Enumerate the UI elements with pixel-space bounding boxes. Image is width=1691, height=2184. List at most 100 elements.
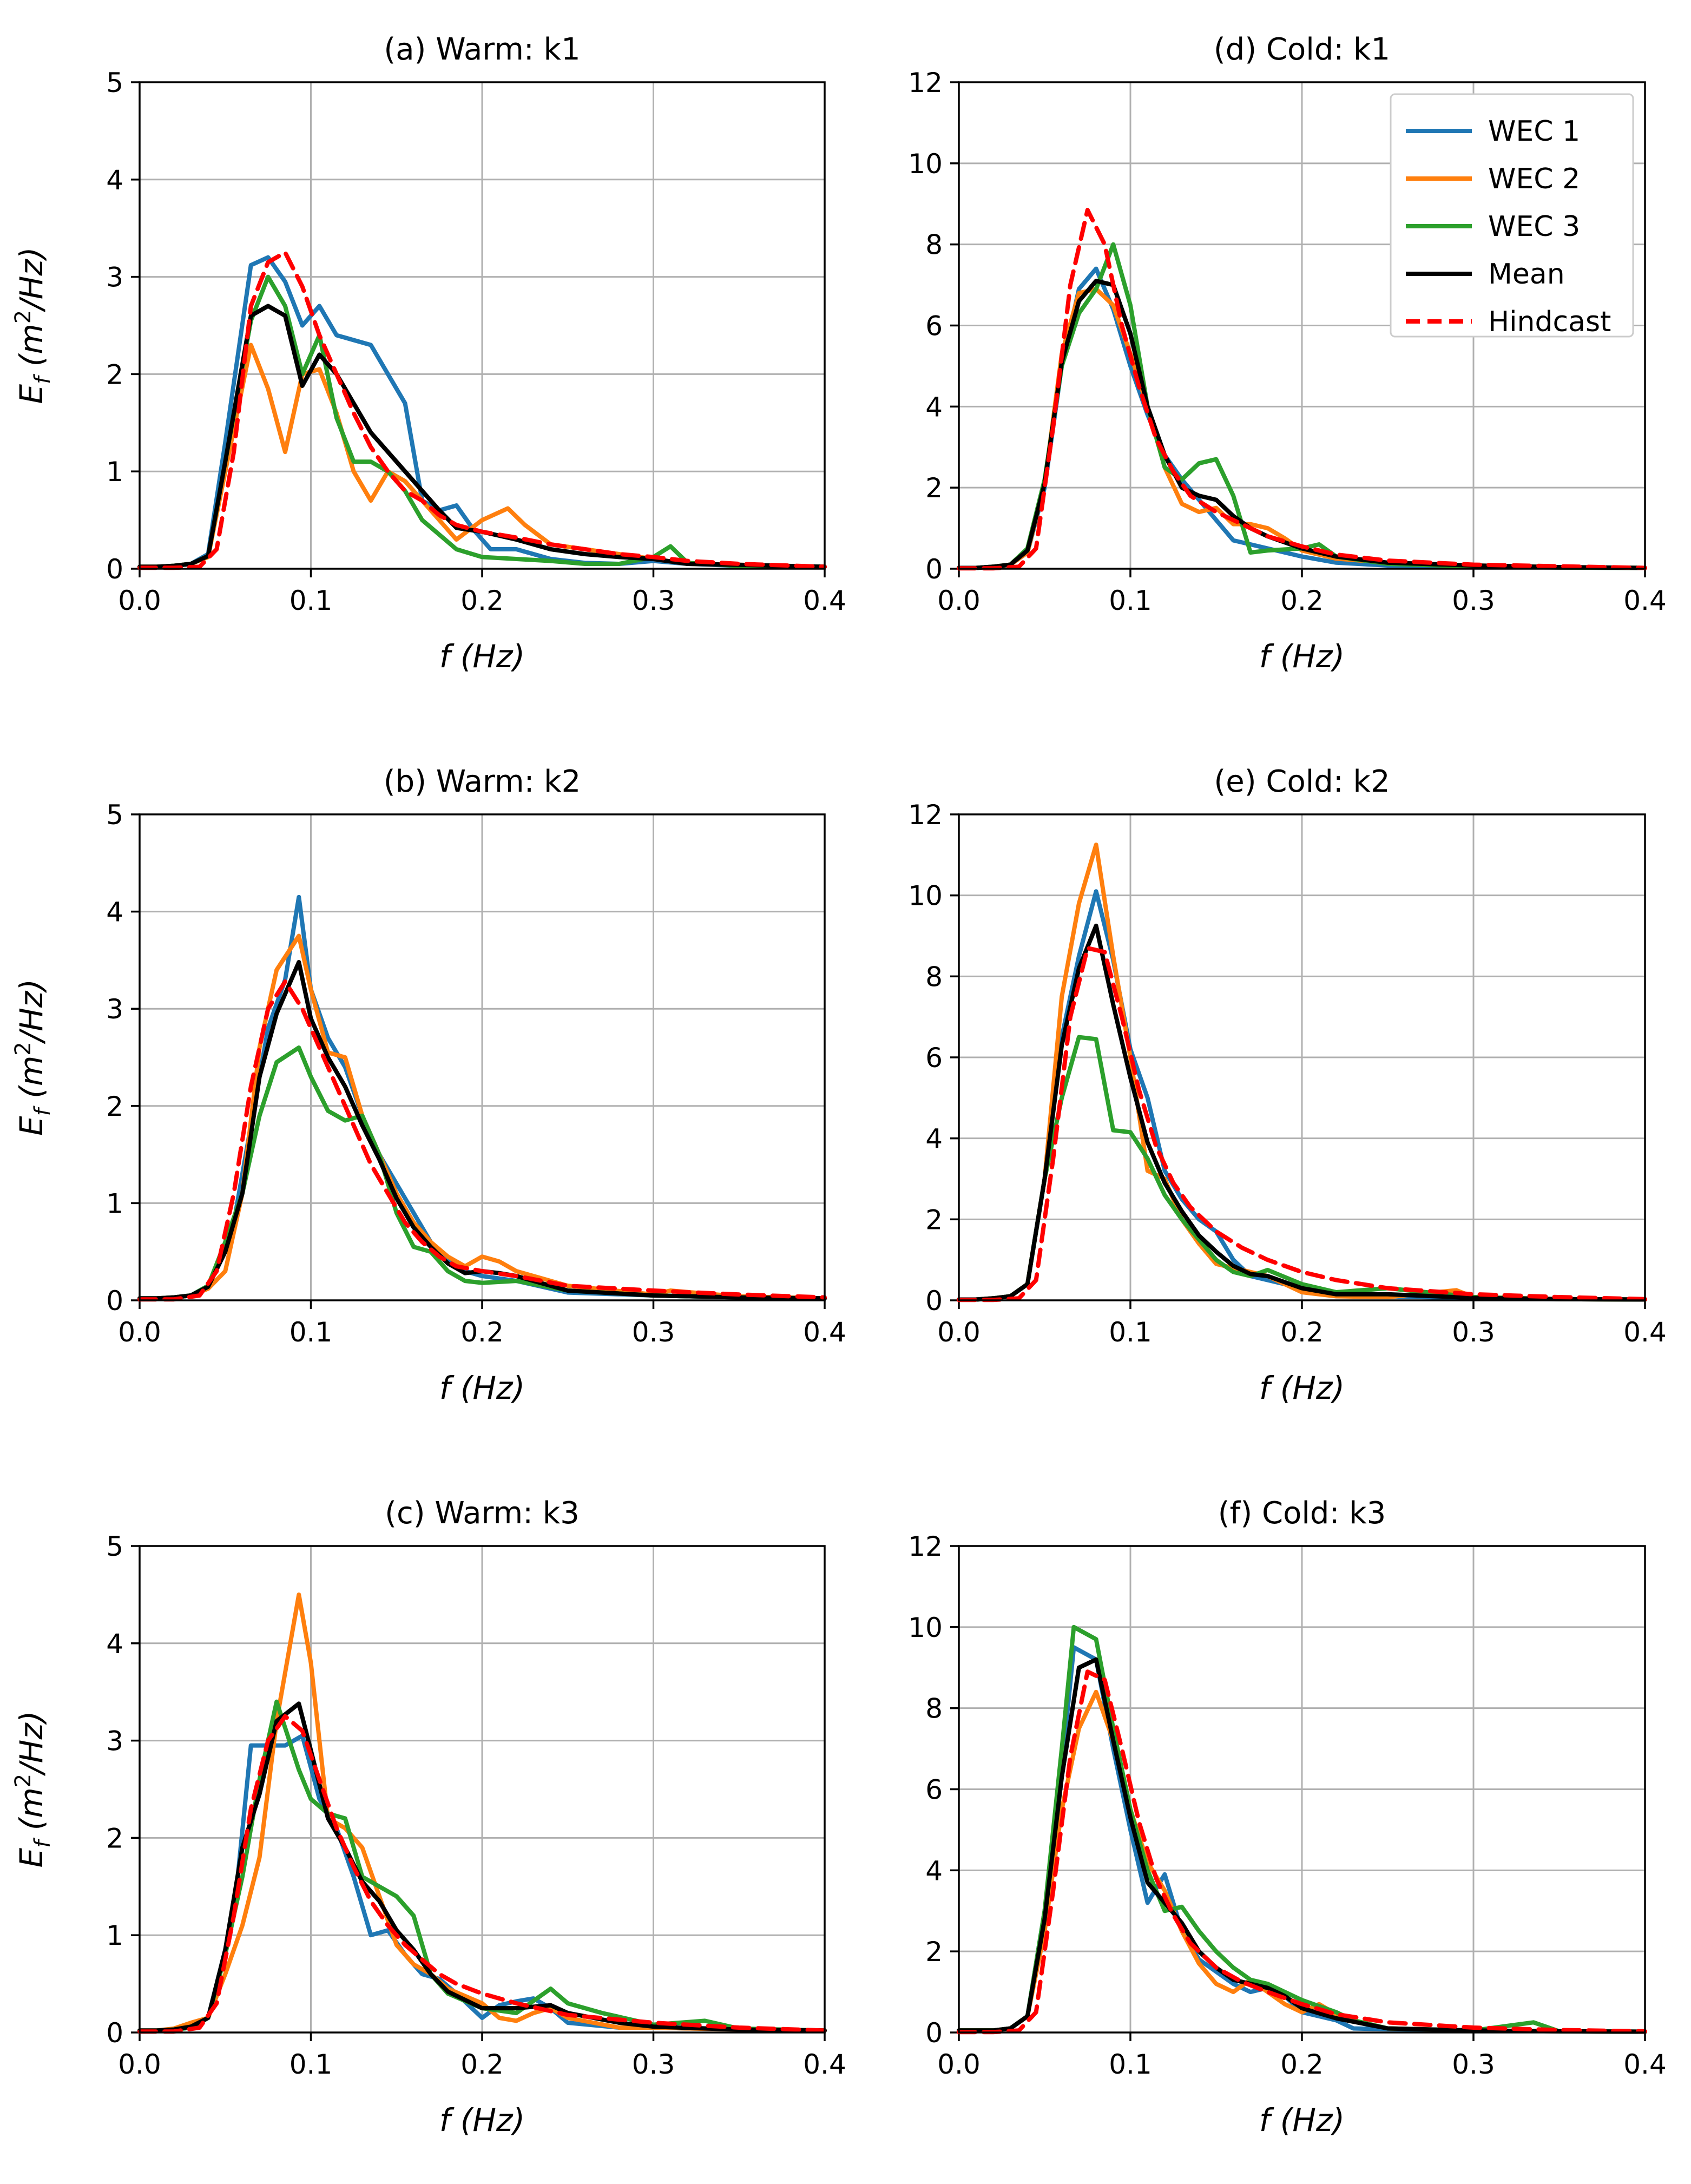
x-tick-label: 0.3 (632, 1317, 675, 1348)
x-tick-label: 0.2 (460, 2049, 504, 2080)
legend-label: Hindcast (1488, 306, 1611, 338)
x-tick-label: 0.4 (803, 1317, 846, 1348)
y-tick-label: 0 (106, 2017, 123, 2049)
y-tick-label: 4 (106, 165, 123, 196)
x-tick-label: 0.4 (803, 2049, 846, 2080)
panel-b: (b) Warm: k2 0.0 0.1 0.2 0.3 0.4 0 1 2 3 4 5 f (Hz) E… (11, 764, 846, 1406)
series-mean (137, 304, 827, 569)
y-tick-label: 4 (925, 1123, 943, 1155)
series-hindcast (137, 1714, 827, 2034)
y-tick-label: 2 (106, 1091, 123, 1122)
series-hindcast (957, 1669, 1647, 2035)
y-tick-label: 6 (925, 1042, 943, 1074)
legend-label: WEC 3 (1488, 210, 1580, 243)
y-tick-label: 6 (925, 1774, 943, 1806)
panel-title: (a) Warm: k1 (384, 32, 580, 67)
x-tick-label: 0.2 (1280, 1317, 1324, 1348)
x-tick-label: 0.0 (937, 2049, 981, 2080)
plot-frame (139, 81, 826, 570)
x-axis-label: f (Hz) (1259, 2102, 1345, 2139)
plot-frame (958, 81, 1646, 570)
x-tick-label: 0.0 (118, 585, 161, 616)
y-tick-label: 5 (106, 1531, 123, 1562)
y-tick-label: 4 (925, 1855, 943, 1886)
x-tick-label: 0.0 (937, 1317, 981, 1348)
legend-label: Mean (1488, 258, 1565, 291)
y-tick-label: 0 (106, 1285, 123, 1317)
y-tick-label: 4 (106, 897, 123, 928)
y-tick-label: 8 (925, 961, 943, 992)
y-tick-label: 10 (908, 1612, 943, 1643)
x-tick-label: 0.4 (1623, 585, 1667, 616)
x-tick-label: 0.0 (937, 585, 981, 616)
y-tick-label: 8 (925, 1693, 943, 1725)
panel-title: (e) Cold: k2 (1214, 764, 1390, 799)
y-tick-label: 1 (106, 1920, 123, 1951)
y-tick-label: 12 (908, 67, 943, 98)
y-tick-label: 2 (925, 472, 943, 504)
x-tick-label: 0.2 (460, 1317, 504, 1348)
plot-frame (139, 813, 826, 1301)
x-tick-label: 0.1 (289, 1317, 333, 1348)
y-tick-label: 2 (925, 1204, 943, 1235)
y-tick-label: 0 (925, 2017, 943, 2049)
y-tick-label: 10 (908, 148, 943, 180)
y-tick-label: 2 (106, 359, 123, 390)
x-tick-label: 0.4 (1623, 2049, 1667, 2080)
y-tick-label: 2 (106, 1823, 123, 1854)
x-tick-label: 0.3 (632, 2049, 675, 2080)
x-tick-label: 0.2 (1280, 585, 1324, 616)
y-tick-label: 12 (908, 1531, 943, 1562)
panel-title: (c) Warm: k3 (385, 1496, 580, 1531)
x-tick-label: 0.2 (1280, 2049, 1324, 2080)
y-tick-label: 5 (106, 67, 123, 98)
y-tick-label: 5 (106, 799, 123, 831)
panel-title: (b) Warm: k2 (384, 764, 581, 799)
x-axis-label: f (Hz) (1259, 638, 1345, 675)
x-tick-label: 0.1 (1109, 2049, 1152, 2080)
y-tick-label: 0 (925, 1285, 943, 1317)
panel-title: (f) Cold: k3 (1218, 1496, 1386, 1531)
x-tick-label: 0.0 (118, 1317, 161, 1348)
y-axis-label: Ef (m2/Hz) (11, 247, 55, 404)
y-tick-label: 8 (925, 229, 943, 261)
x-tick-label: 0.3 (1452, 585, 1495, 616)
x-axis-label: f (Hz) (439, 638, 525, 675)
x-tick-label: 0.3 (1452, 2049, 1495, 2080)
series-hindcast (957, 946, 1647, 1302)
series-mean (957, 1657, 1647, 2034)
x-tick-label: 0.3 (1452, 1317, 1495, 1348)
panel-c: (c) Warm: k3 0.0 0.1 0.2 0.3 0.4 0 1 2 3 4 5 f (Hz) E… (11, 1496, 846, 2139)
y-tick-label: 10 (908, 880, 943, 912)
y-tick-label: 1 (106, 1188, 123, 1219)
x-axis-label: f (Hz) (1259, 1370, 1345, 1406)
y-tick-label: 4 (106, 1628, 123, 1660)
series-hindcast (957, 208, 1647, 571)
legend: WEC 1 WEC 2 WEC 3 Mean Hindcast (1390, 93, 1634, 338)
x-tick-label: 0.0 (118, 2049, 161, 2080)
y-tick-label: 3 (106, 1726, 123, 1757)
y-tick-label: 1 (106, 456, 123, 488)
y-tick-label: 0 (925, 554, 943, 585)
x-tick-label: 0.4 (1623, 1317, 1667, 1348)
y-tick-label: 12 (908, 799, 943, 831)
y-tick-label: 2 (925, 1936, 943, 1968)
x-tick-label: 0.3 (632, 585, 675, 616)
y-tick-label: 6 (925, 311, 943, 342)
x-tick-label: 0.1 (1109, 1317, 1152, 1348)
x-axis-label: f (Hz) (439, 2102, 525, 2139)
plot-frame (958, 813, 1646, 1301)
x-tick-label: 0.1 (289, 2049, 333, 2080)
plot-frame (958, 1545, 1646, 2034)
x-tick-label: 0.1 (289, 585, 333, 616)
y-tick-label: 4 (925, 391, 943, 423)
series-hindcast (137, 250, 827, 570)
y-tick-label: 0 (106, 554, 123, 585)
panel-title: (d) Cold: k1 (1214, 32, 1390, 67)
series-mean (957, 923, 1647, 1302)
x-tick-label: 0.4 (803, 585, 846, 616)
x-tick-label: 0.2 (460, 585, 504, 616)
y-axis-label: Ef (m2/Hz) (11, 979, 55, 1136)
y-tick-label: 3 (106, 262, 123, 293)
panel-f: (f) Cold: k3 0.0 0.1 0.2 0.3 0.4 0 2 4 6 8 10 12 f (H… (908, 1496, 1666, 2139)
